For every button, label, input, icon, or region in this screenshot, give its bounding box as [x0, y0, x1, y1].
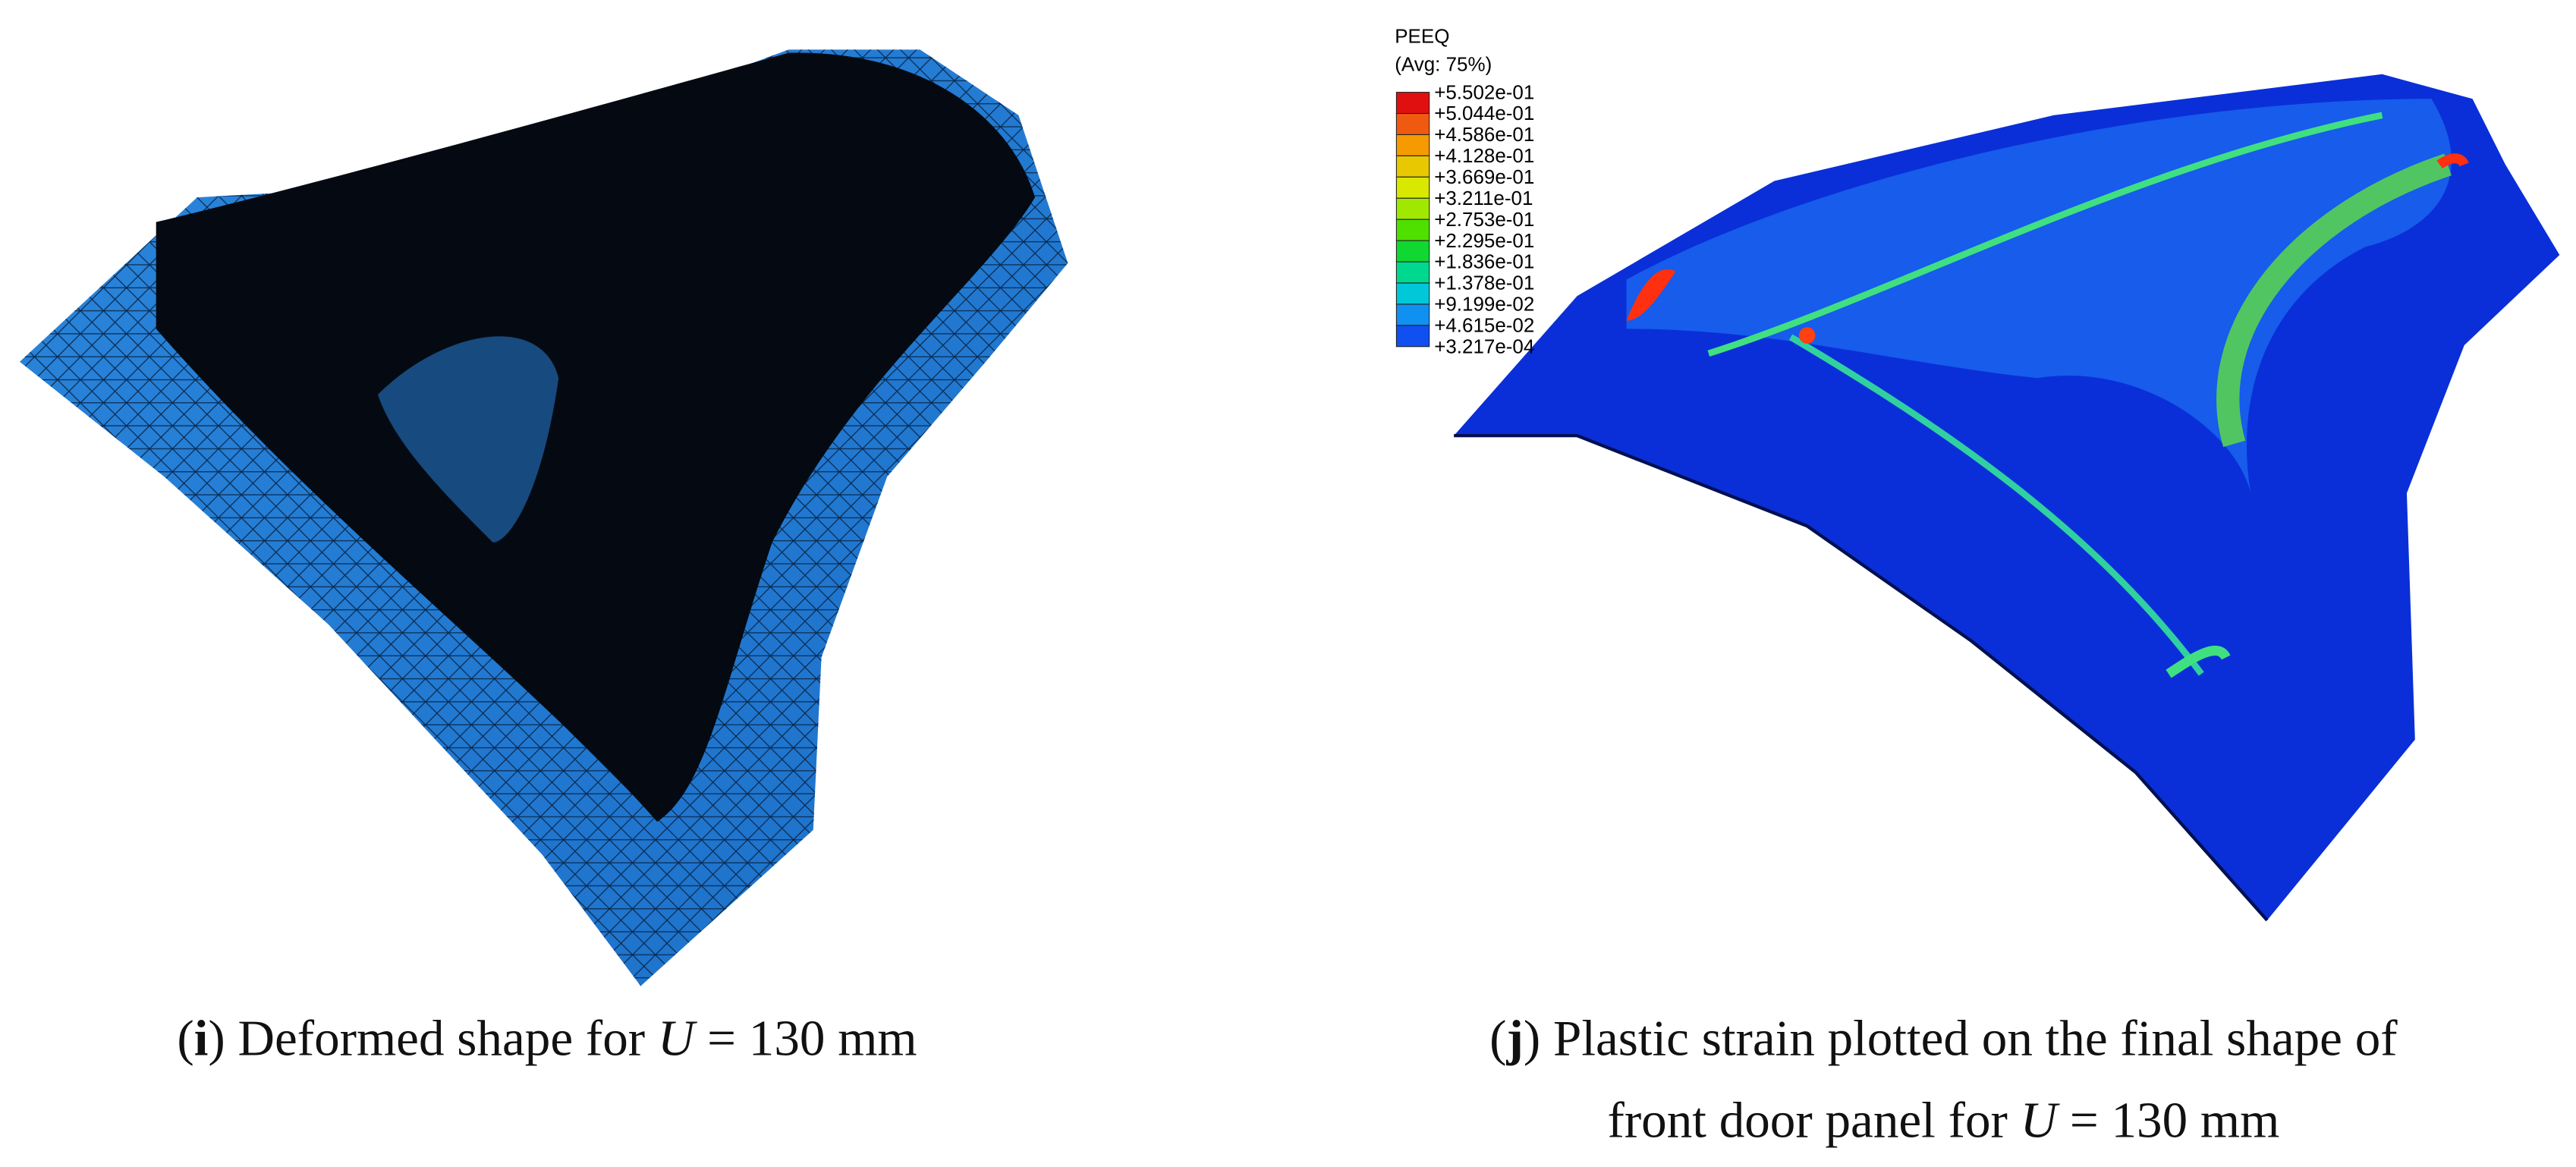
legend: PEEQ (Avg: 75%) +5.502e-01+5.044e-01+4.586… — [1395, 25, 1534, 358]
legend-swatch — [1395, 282, 1430, 305]
legend-swatch — [1395, 325, 1430, 348]
legend-subtitle: (Avg: 75%) — [1395, 52, 1492, 75]
legend-label: +4.586e-01 — [1434, 123, 1534, 146]
legend-label: +1.378e-01 — [1434, 272, 1534, 294]
legend-swatch — [1395, 304, 1430, 326]
caption-run: i — [194, 1009, 209, 1066]
legend-label: +9.199e-02 — [1434, 293, 1534, 316]
caption-run: ( — [177, 1009, 193, 1066]
caption-run: ) Deformed shape for — [208, 1009, 658, 1066]
caption-run: ) Plastic strain plotted on the final sh… — [1524, 1009, 2398, 1066]
captions: (i) Deformed shape for U = 130 mm (j) Pla… — [177, 1009, 2398, 1148]
legend-label: +2.295e-01 — [1434, 229, 1534, 252]
legend-label: +4.128e-01 — [1434, 144, 1534, 167]
legend-label: +2.753e-01 — [1434, 208, 1534, 231]
caption-run: = 130 mm — [694, 1009, 917, 1066]
caption: front door panel for U = 130 mm — [1607, 1092, 2279, 1149]
legend-label: +1.836e-01 — [1434, 250, 1534, 273]
legend-swatch — [1395, 92, 1430, 115]
caption-run: U — [2021, 1092, 2061, 1149]
legend-swatch — [1395, 219, 1430, 241]
legend-label: +3.211e-01 — [1434, 187, 1533, 209]
legend-swatch — [1395, 197, 1430, 220]
legend-swatch — [1395, 240, 1430, 263]
legend-swatch — [1395, 176, 1430, 199]
deformed-mesh — [19, 49, 1068, 986]
legend-label: +5.044e-01 — [1434, 102, 1534, 124]
legend-label: +3.217e-04 — [1434, 335, 1534, 357]
caption-run: U — [658, 1009, 698, 1066]
legend-swatch — [1395, 261, 1430, 284]
legend-label: +5.502e-01 — [1434, 80, 1534, 103]
caption-run: front door panel for — [1607, 1092, 2020, 1149]
caption: (i) Deformed shape for U = 130 mm — [177, 1009, 917, 1066]
legend-swatch — [1395, 134, 1430, 156]
legend-label: +3.669e-01 — [1434, 165, 1534, 188]
legend-label: +4.615e-02 — [1434, 314, 1534, 337]
legend-swatch — [1395, 113, 1430, 136]
strain-contour — [1454, 74, 2560, 922]
legend-title: PEEQ — [1395, 25, 1449, 48]
legend-swatch — [1395, 155, 1430, 178]
caption-run: = 130 mm — [2057, 1092, 2279, 1149]
caption-run: ( — [1489, 1009, 1506, 1066]
caption-run: j — [1506, 1009, 1524, 1066]
caption: (j) Plastic strain plotted on the final … — [1489, 1009, 2398, 1066]
